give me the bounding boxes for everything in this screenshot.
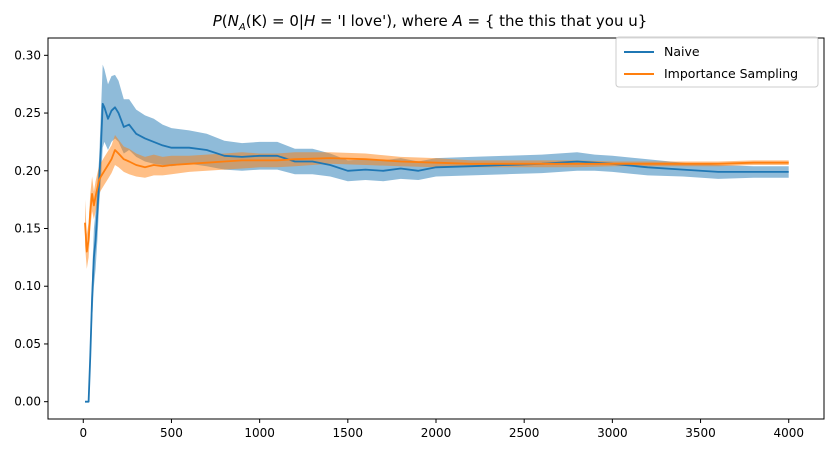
y-tick-label: 0.15 xyxy=(14,222,41,236)
y-tick-label: 0.00 xyxy=(14,395,41,409)
y-tick-label: 0.25 xyxy=(14,106,41,120)
x-tick-label: 3500 xyxy=(685,426,716,440)
legend-label-importance-sampling: Importance Sampling xyxy=(664,66,798,81)
confidence-bands xyxy=(85,64,789,402)
x-tick-label: 4000 xyxy=(773,426,804,440)
plot-area xyxy=(84,64,789,403)
y-axis: 0.00 0.05 0.10 0.15 0.20 0.25 0.30 xyxy=(14,48,48,409)
y-tick-label: 0.05 xyxy=(14,337,41,351)
plot-frame xyxy=(47,37,825,420)
chart-title: P(NA(K) = 0|H = 'I love'), where A = { t… xyxy=(213,12,648,33)
legend-box xyxy=(615,36,819,88)
legend-label-naive: Naive xyxy=(664,44,700,59)
x-tick-label: 3000 xyxy=(597,426,628,440)
x-tick-label: 1000 xyxy=(244,426,275,440)
y-tick-label: 0.10 xyxy=(14,279,41,293)
band-naive xyxy=(85,64,789,402)
x-tick-label: 0 xyxy=(79,426,87,440)
series-lines xyxy=(84,102,789,403)
legend: Naive Importance Sampling xyxy=(615,36,819,88)
x-tick-label: 1500 xyxy=(333,426,364,440)
x-tick-label: 2500 xyxy=(509,426,540,440)
y-tick-label: 0.20 xyxy=(14,164,41,178)
series-line-importance-sampling xyxy=(84,149,789,253)
series-line-naive xyxy=(85,102,789,403)
y-tick-label: 0.30 xyxy=(14,48,41,62)
x-tick-label: 500 xyxy=(160,426,183,440)
band-importance-sampling xyxy=(85,135,789,269)
x-axis: 0 500 1000 1500 2000 2500 3000 3500 4000 xyxy=(79,419,804,440)
x-tick-label: 2000 xyxy=(421,426,452,440)
